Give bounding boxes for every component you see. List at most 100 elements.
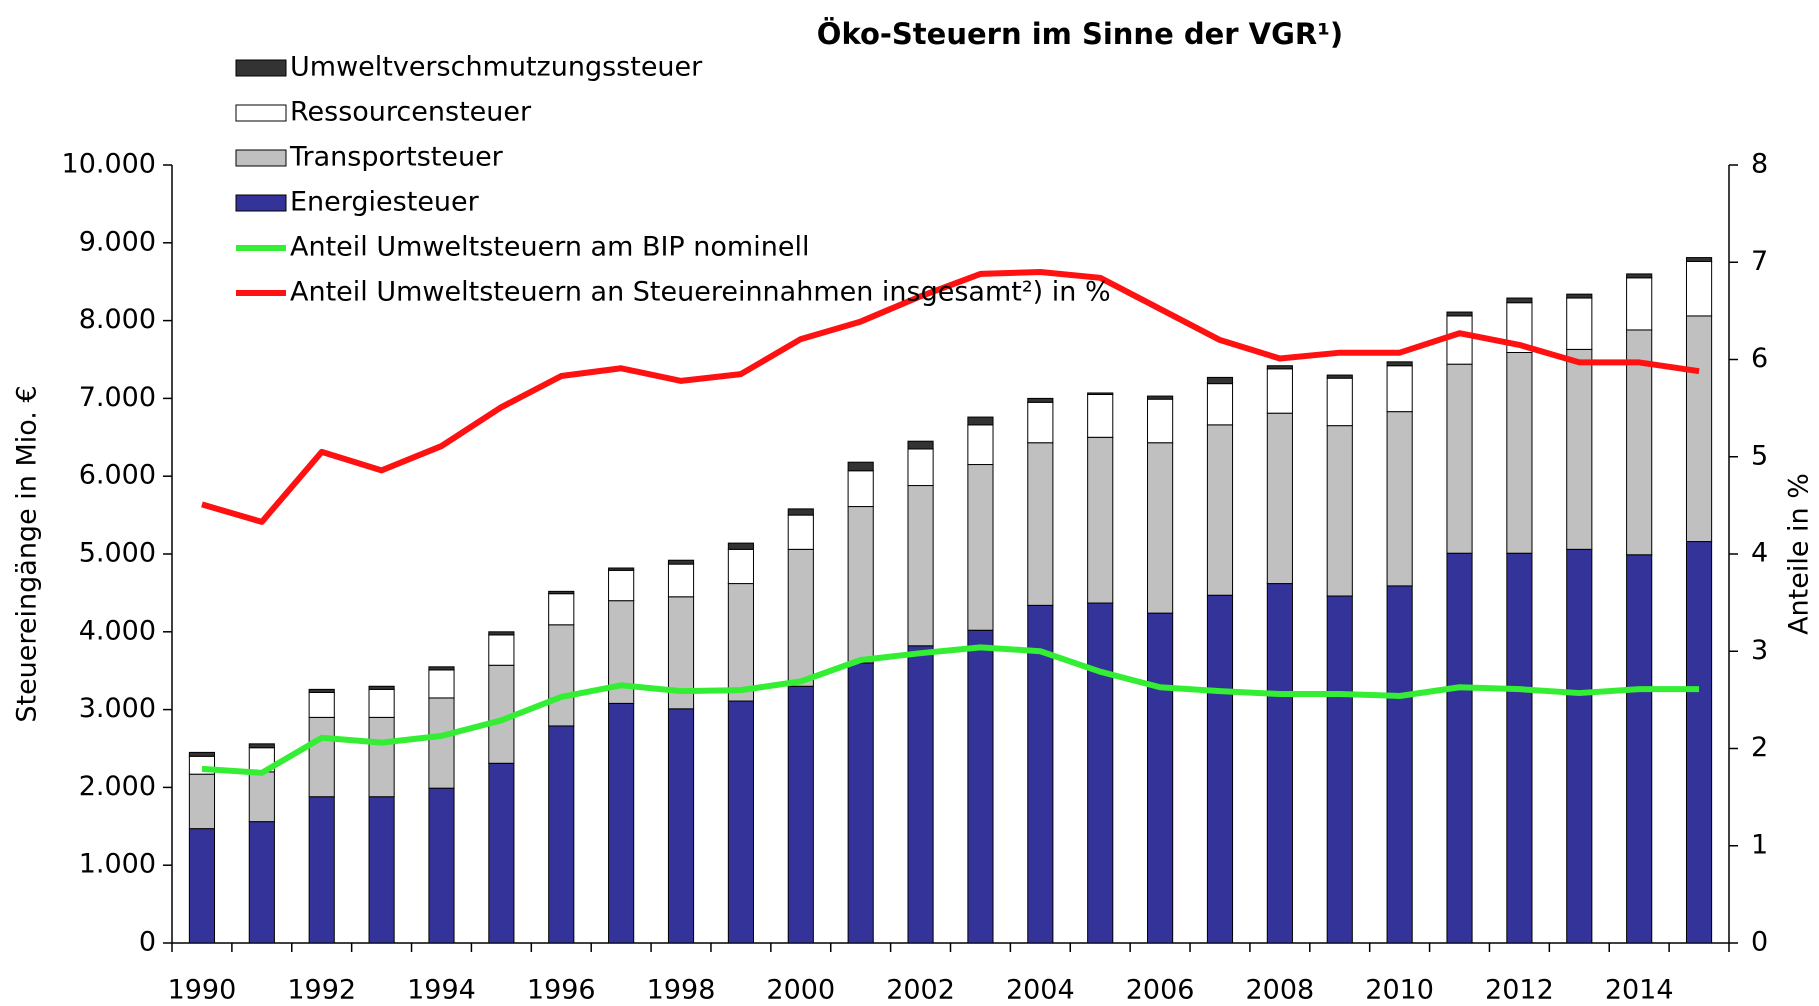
y2-tick-label: 5 — [1751, 440, 1768, 471]
y2-tick-label: 8 — [1751, 149, 1768, 180]
bar-segment — [1386, 361, 1413, 367]
bar-segment — [308, 691, 335, 718]
bar-segment — [727, 583, 754, 702]
y-tick-label: 6.000 — [79, 460, 156, 491]
y-tick-label: 8.000 — [79, 304, 156, 335]
legend-label: Transportsteuer — [289, 142, 504, 173]
bar-segment — [667, 563, 695, 598]
bar-segment — [967, 464, 994, 631]
bar-segment — [188, 828, 216, 944]
bar-segment — [548, 593, 575, 626]
bar-segment — [847, 506, 874, 664]
y2-tick-label: 3 — [1751, 635, 1768, 666]
bar-segment — [248, 771, 275, 823]
bar-segment — [1147, 442, 1174, 614]
bar-segment — [488, 631, 515, 636]
legend-swatch — [235, 59, 287, 77]
y2-axis-label: Anteile in % — [1784, 473, 1815, 635]
bar-segment — [787, 508, 814, 516]
y-tick-label: 5.000 — [79, 538, 156, 569]
line-series — [201, 268, 1700, 525]
bar-segment — [787, 685, 814, 944]
y-tick-label: 2.000 — [79, 771, 156, 802]
x-tick-label: 2002 — [886, 975, 955, 1006]
x-tick-label: 2004 — [1006, 975, 1075, 1006]
bar-segment — [1446, 315, 1473, 365]
bar-segment — [1206, 424, 1234, 596]
bar-segment — [907, 645, 934, 944]
bar-segment — [308, 796, 335, 944]
legend-swatch — [235, 104, 287, 122]
x-tick-label: 1992 — [287, 975, 356, 1006]
bar-segment — [368, 688, 395, 718]
bar-segment — [608, 569, 635, 602]
bar-segment — [667, 708, 695, 944]
bar-segment — [1266, 583, 1293, 944]
bar-segment — [368, 685, 395, 690]
bar-segment — [1566, 348, 1593, 550]
bar-segment — [1027, 397, 1054, 403]
bar-segment — [1206, 594, 1234, 944]
y-tick-label: 9.000 — [79, 226, 156, 257]
legend-label: Anteil Umweltsteuern am BIP nominell — [290, 232, 809, 263]
bar-segment — [907, 485, 934, 647]
bar-segment — [548, 624, 575, 727]
bar-segment — [1446, 552, 1473, 944]
x-tick-label: 2000 — [766, 975, 835, 1006]
bar-segment — [1386, 585, 1413, 944]
bar-segment — [608, 567, 635, 571]
bar-segment — [967, 416, 994, 426]
x-tick-label: 1998 — [647, 975, 716, 1006]
bar-segment — [727, 548, 754, 585]
bar-segment — [428, 787, 455, 944]
y2-tick-label: 1 — [1751, 829, 1768, 860]
bar-segment — [1206, 383, 1234, 426]
bar-segment — [1685, 315, 1713, 543]
bar-segment — [907, 440, 934, 450]
legend-label: Energiesteuer — [290, 187, 480, 218]
bar-segment — [428, 697, 455, 789]
x-tick-label: 2014 — [1605, 975, 1674, 1006]
bar-segment — [727, 700, 754, 944]
y2-tick-label: 0 — [1751, 927, 1768, 958]
bar-segment — [1027, 604, 1054, 944]
bar-segment — [248, 743, 275, 749]
bar-segment — [1506, 351, 1533, 554]
bar-segment — [1326, 377, 1353, 427]
bar-segment — [488, 762, 515, 944]
y2-tick-label: 4 — [1751, 538, 1768, 569]
bar-segment — [1326, 595, 1353, 944]
y-tick-label: 10.000 — [62, 149, 156, 180]
y-tick-label: 7.000 — [79, 382, 156, 413]
bar-segment — [1446, 311, 1473, 317]
bar-segment — [1386, 411, 1413, 587]
bar-segment — [1087, 436, 1114, 604]
bar-segment — [1685, 260, 1713, 317]
y2-tick-label: 6 — [1751, 343, 1768, 374]
bar-segment — [1685, 541, 1713, 944]
bar-segment — [1147, 398, 1174, 444]
y-tick-label: 0 — [139, 927, 156, 958]
y-axis-label: Steuereingänge in Mio. € — [12, 385, 43, 722]
bar-segment — [248, 821, 275, 944]
y-tick-label: 3.000 — [79, 693, 156, 724]
y-tick-label: 1.000 — [79, 849, 156, 880]
bar-segment — [1147, 612, 1174, 944]
bar-segment — [967, 424, 994, 466]
bar-segment — [847, 470, 874, 508]
bar-segment — [1506, 297, 1533, 304]
bar-segment — [1566, 548, 1593, 944]
bar-segment — [1626, 277, 1653, 331]
bar-segment — [1566, 293, 1593, 299]
bar-segment — [368, 796, 395, 944]
legend-label: Ressourcensteuer — [290, 97, 532, 128]
legend-label: Umweltverschmutzungssteuer — [290, 52, 703, 83]
y-tick-label: 4.000 — [79, 615, 156, 646]
y2-tick-label: 2 — [1751, 732, 1768, 763]
bar-segment — [667, 559, 695, 565]
bar-segment — [907, 448, 934, 487]
bar-segment — [787, 548, 814, 687]
x-tick-label: 2006 — [1126, 975, 1195, 1006]
bar-segment — [847, 461, 874, 472]
